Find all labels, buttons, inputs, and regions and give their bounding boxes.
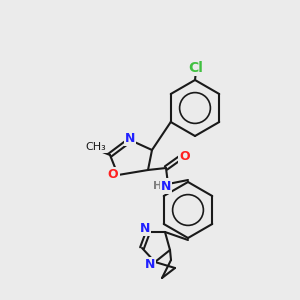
Text: H: H: [153, 181, 163, 191]
Text: O: O: [108, 169, 118, 182]
Text: CH₃: CH₃: [85, 142, 106, 152]
Text: N: N: [161, 179, 171, 193]
Text: Cl: Cl: [189, 61, 203, 75]
Text: O: O: [180, 149, 190, 163]
Text: N: N: [140, 221, 150, 235]
Text: N: N: [125, 131, 135, 145]
Text: N: N: [145, 259, 155, 272]
